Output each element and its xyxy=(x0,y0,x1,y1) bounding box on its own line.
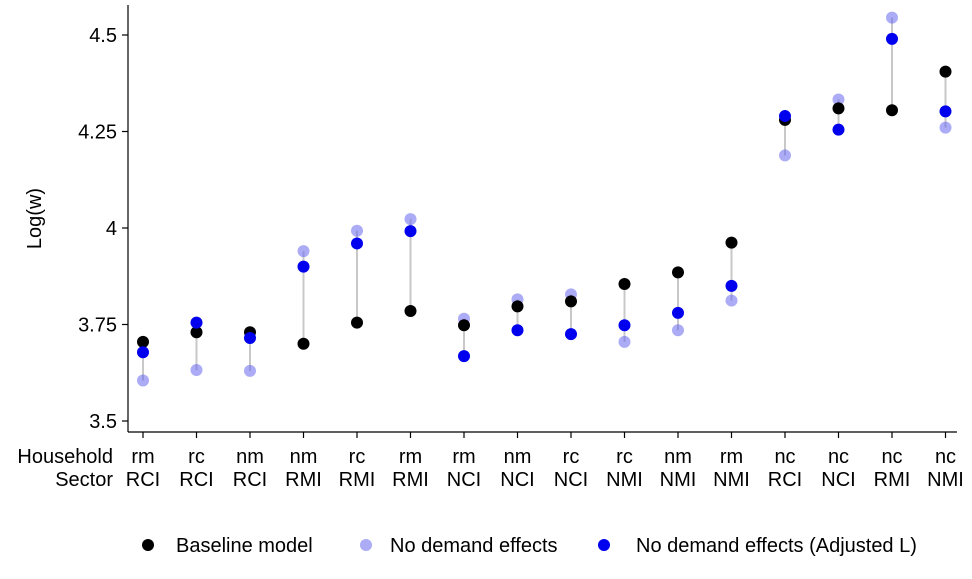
point-baseline-model xyxy=(297,337,310,350)
x-tick-label-household: rc xyxy=(349,446,366,468)
x-tick-label-household: rm xyxy=(452,446,475,468)
row-label-sector: Sector xyxy=(55,469,113,491)
point-no-demand-effects-adjusted-l xyxy=(565,328,577,341)
y-tick-label: 3.5 xyxy=(89,411,117,433)
point-no-demand-effects-adjusted-l xyxy=(779,110,791,123)
x-tick-label-household: nm xyxy=(290,446,318,468)
x-tick-label-sector: NCI xyxy=(447,469,481,491)
y-tick-label: 4 xyxy=(106,218,117,240)
x-tick-label-household: rm xyxy=(720,446,743,468)
point-no-demand-effects xyxy=(725,294,738,307)
y-axis-label: Log(w) xyxy=(24,188,46,249)
x-tick-label-household: nc xyxy=(935,446,956,468)
point-no-demand-effects-adjusted-l xyxy=(725,279,738,292)
point-baseline-model xyxy=(886,104,898,117)
x-tick-label-sector: NMI xyxy=(713,469,750,491)
x-tick-label-household: nc xyxy=(881,446,902,468)
point-baseline-model xyxy=(618,277,631,290)
x-tick-label-household: nm xyxy=(664,446,692,468)
point-no-demand-effects-adjusted-l xyxy=(618,319,631,332)
point-no-demand-effects xyxy=(297,245,310,258)
point-baseline-model xyxy=(137,335,149,348)
point-baseline-model xyxy=(725,236,738,249)
point-baseline-model xyxy=(351,316,363,329)
point-no-demand-effects-adjusted-l xyxy=(351,237,363,250)
x-tick-label-sector: RCI xyxy=(126,469,160,491)
legend-marker xyxy=(360,539,372,551)
x-tick-label-household: nc xyxy=(774,446,795,468)
legend-label: No demand effects xyxy=(390,535,558,557)
point-no-demand-effects xyxy=(779,149,791,162)
point-no-demand-effects xyxy=(939,121,952,134)
x-tick-label-household: nm xyxy=(236,446,264,468)
x-tick-label-sector: NCI xyxy=(554,469,588,491)
x-tick-label-sector: NMI xyxy=(606,469,643,491)
y-tick-label: 4.25 xyxy=(78,122,117,144)
point-no-demand-effects xyxy=(244,364,256,377)
point-no-demand-effects-adjusted-l xyxy=(244,332,256,345)
x-tick-label-sector: RCI xyxy=(768,469,802,491)
x-tick-label-household: nc xyxy=(828,446,849,468)
point-no-demand-effects xyxy=(886,11,898,24)
point-no-demand-effects xyxy=(351,224,363,237)
point-baseline-model xyxy=(672,266,684,279)
legend-marker xyxy=(142,539,154,551)
point-no-demand-effects-adjusted-l xyxy=(404,225,417,238)
legend-label: Baseline model xyxy=(176,535,313,557)
row-label-household: Household xyxy=(17,446,113,468)
x-tick-label-sector: NMI xyxy=(927,469,964,491)
legend-label: No demand effects (Adjusted L) xyxy=(636,535,917,557)
point-baseline-model xyxy=(190,326,203,339)
x-tick-label-household: rm xyxy=(131,446,154,468)
x-tick-label-sector: NCI xyxy=(821,469,855,491)
point-no-demand-effects-adjusted-l xyxy=(511,324,524,337)
point-no-demand-effects xyxy=(137,374,149,387)
x-tick-label-household: rc xyxy=(188,446,205,468)
x-tick-label-sector: RCI xyxy=(233,469,267,491)
point-no-demand-effects xyxy=(832,93,845,106)
point-no-demand-effects-adjusted-l xyxy=(939,105,952,118)
point-no-demand-effects-adjusted-l xyxy=(458,350,470,363)
x-tick-label-sector: RMI xyxy=(339,469,376,491)
x-tick-label-sector: RMI xyxy=(285,469,322,491)
point-no-demand-effects xyxy=(190,364,203,377)
x-tick-label-household: rm xyxy=(399,446,422,468)
point-no-demand-effects-adjusted-l xyxy=(190,316,203,329)
point-baseline-model xyxy=(565,295,577,308)
y-tick-label: 3.75 xyxy=(78,315,117,337)
x-tick-label-sector: RMI xyxy=(874,469,911,491)
x-tick-label-sector: NCI xyxy=(500,469,534,491)
point-no-demand-effects xyxy=(404,213,417,226)
point-baseline-model xyxy=(458,319,470,332)
point-no-demand-effects xyxy=(618,335,631,348)
point-no-demand-effects-adjusted-l xyxy=(886,32,898,45)
y-tick-label: 4.5 xyxy=(89,25,117,47)
point-no-demand-effects-adjusted-l xyxy=(672,306,684,319)
x-tick-label-sector: NMI xyxy=(660,469,697,491)
point-baseline-model xyxy=(939,65,952,78)
point-no-demand-effects-adjusted-l xyxy=(137,346,149,359)
x-tick-label-sector: RCI xyxy=(179,469,213,491)
point-no-demand-effects xyxy=(672,324,684,337)
point-no-demand-effects-adjusted-l xyxy=(297,260,310,273)
x-tick-label-sector: RMI xyxy=(392,469,429,491)
x-tick-label-household: rc xyxy=(563,446,580,468)
point-baseline-model xyxy=(511,300,524,313)
point-no-demand-effects-adjusted-l xyxy=(832,123,845,136)
legend-marker xyxy=(598,539,610,551)
x-tick-label-household: nm xyxy=(504,446,532,468)
point-baseline-model xyxy=(404,304,417,317)
point-baseline-model xyxy=(832,102,845,115)
x-tick-label-household: rc xyxy=(616,446,633,468)
